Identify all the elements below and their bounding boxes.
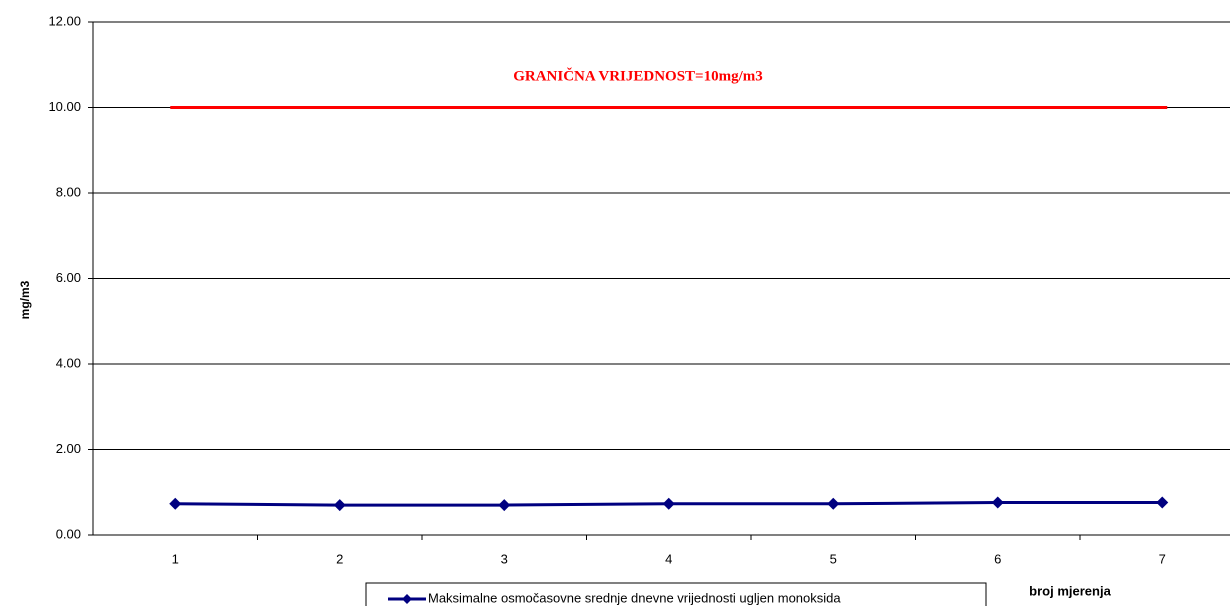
data-point [169,497,182,510]
x-tick-label: 2 [336,551,343,566]
y-tick-label: 0.00 [56,526,81,541]
y-axis-label: mg/m3 [18,280,32,319]
legend-label: Maksimalne osmočasovne srednje dnevne vr… [428,590,841,605]
y-tick-label: 8.00 [56,184,81,199]
data-point [991,496,1004,509]
x-tick-label: 7 [1159,551,1166,566]
legend-marker [402,594,412,604]
x-tick-label: 5 [830,551,837,566]
data-point [1156,496,1169,509]
x-axis-label: broj mjerenja [1029,583,1111,598]
y-tick-label: 10.00 [48,99,81,114]
x-tick-label: 1 [172,551,179,566]
y-tick-label: 12.00 [48,13,81,28]
data-point [498,499,511,512]
x-tick-label: 4 [665,551,672,566]
y-tick-label: 4.00 [56,355,81,370]
data-point [662,497,675,510]
x-tick-label: 6 [994,551,1001,566]
y-tick-label: 2.00 [56,441,81,456]
y-tick-label: 6.00 [56,270,81,285]
annotation: GRANIČNA VRIJEDNOST=10mg/m3 [513,67,763,84]
legend-box [365,582,987,606]
data-point [333,499,346,512]
data-point [827,497,840,510]
x-tick-label: 3 [501,551,508,566]
